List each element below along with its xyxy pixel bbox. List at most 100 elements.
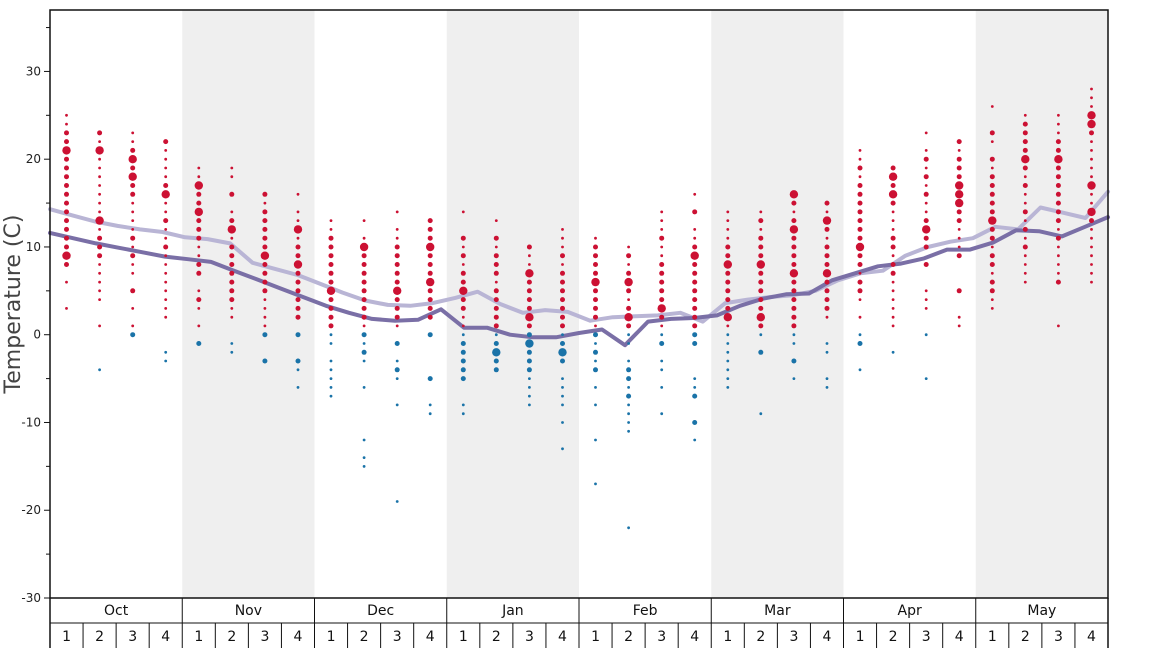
week-label: 4: [1087, 629, 1096, 645]
month-band-nov: [182, 10, 315, 598]
temperature-dot: [98, 140, 101, 144]
temperature-dot: [822, 269, 832, 278]
temperature-dot: [328, 305, 334, 311]
temperature-dot: [857, 209, 863, 215]
temperature-dot: [923, 174, 929, 180]
temperature-dot: [660, 359, 664, 363]
temperature-dot: [131, 219, 135, 223]
y-tick-label: -30: [21, 591, 41, 605]
temperature-dot: [427, 314, 433, 320]
temperature-dot: [526, 297, 532, 303]
temperature-dot: [65, 280, 68, 284]
temperature-dot: [1022, 244, 1028, 250]
temperature-dot: [526, 244, 532, 250]
temperature-dot: [494, 245, 498, 249]
temperature-dot: [791, 218, 797, 224]
week-label: 2: [889, 629, 898, 645]
temperature-dot: [857, 218, 863, 224]
temperature-dot: [461, 210, 465, 214]
temperature-dot: [923, 262, 929, 267]
temperature-dot: [692, 288, 698, 294]
temperature-dot: [328, 323, 334, 329]
temperature-dot: [459, 286, 468, 295]
temperature-dot: [362, 236, 366, 240]
temperature-dot: [164, 298, 168, 301]
temperature-dot: [890, 165, 896, 171]
temperature-dot: [924, 131, 928, 135]
week-label: 2: [227, 629, 236, 645]
temperature-dot: [460, 376, 466, 382]
temperature-dot: [759, 210, 763, 214]
temperature-dot: [295, 332, 301, 338]
y-axis-label: Temperature (C): [1, 215, 26, 395]
temperature-dot: [427, 226, 433, 232]
temperature-dot: [561, 377, 564, 380]
temperature-dot: [791, 262, 797, 267]
temperature-dot: [561, 263, 564, 266]
temperature-dot: [131, 263, 135, 266]
temperature-dot: [1087, 207, 1096, 217]
temperature-dot: [460, 358, 466, 364]
temperature-dot: [725, 305, 731, 311]
temperature-dot: [525, 313, 534, 322]
week-label: 1: [327, 629, 336, 645]
temperature-dot: [659, 341, 665, 346]
temperature-dot: [989, 226, 995, 232]
temperature-dot: [957, 324, 961, 328]
y-tick-label: -10: [21, 415, 41, 429]
temperature-dot: [197, 175, 201, 179]
temperature-dot: [1090, 280, 1093, 284]
temperature-dot: [692, 323, 698, 329]
temperature-dot: [64, 200, 69, 206]
temperature-dot: [791, 305, 797, 311]
temperature-dot: [329, 368, 333, 372]
temperature-dot: [395, 500, 399, 503]
temperature-dot: [64, 130, 69, 136]
temperature-dot: [263, 298, 267, 301]
temperature-dot: [328, 297, 334, 303]
temperature-dot: [888, 190, 898, 199]
temperature-dot: [692, 279, 698, 285]
temperature-dot: [164, 149, 168, 152]
temperature-dot: [627, 429, 630, 433]
temperature-dot: [1090, 228, 1093, 231]
temperature-dot: [989, 209, 995, 215]
temperature-dot: [825, 315, 829, 319]
temperature-dot: [857, 183, 863, 188]
temperature-dot: [197, 245, 201, 249]
temperature-dot: [725, 297, 731, 303]
temperature-dot: [164, 350, 168, 354]
temperature-dot: [825, 236, 829, 240]
temperature-dot: [164, 228, 168, 231]
month-label: Jan: [501, 603, 524, 619]
temperature-dot: [726, 210, 730, 214]
temperature-dot: [164, 236, 168, 240]
temperature-dot: [890, 200, 896, 206]
temperature-dot: [262, 332, 268, 338]
temperature-dot: [394, 341, 400, 346]
temperature-dot: [858, 315, 862, 319]
temperature-dot: [1090, 192, 1093, 196]
temperature-dot: [359, 242, 369, 252]
temperature-dot: [295, 270, 301, 276]
temperature-dot: [561, 386, 564, 389]
temperature-dot: [130, 165, 136, 171]
temperature-dot: [426, 277, 435, 287]
temperature-dot: [427, 305, 433, 311]
temperature-dot: [394, 305, 400, 311]
temperature-dot: [561, 333, 564, 337]
temperature-dot: [1022, 147, 1028, 153]
temperature-dot: [1090, 149, 1093, 152]
temperature-dot: [494, 219, 498, 223]
temperature-dot: [857, 262, 863, 267]
temperature-dot: [362, 324, 366, 328]
temperature-dot: [493, 288, 499, 294]
temperature-dot: [260, 251, 270, 260]
temperature-dot: [627, 526, 630, 530]
temperature-dot: [990, 298, 994, 301]
temperature-dot: [924, 210, 928, 214]
temperature-dot: [526, 332, 532, 338]
temperature-dot: [296, 192, 300, 196]
temperature-dot: [1090, 166, 1093, 170]
temperature-dot: [1090, 96, 1093, 100]
